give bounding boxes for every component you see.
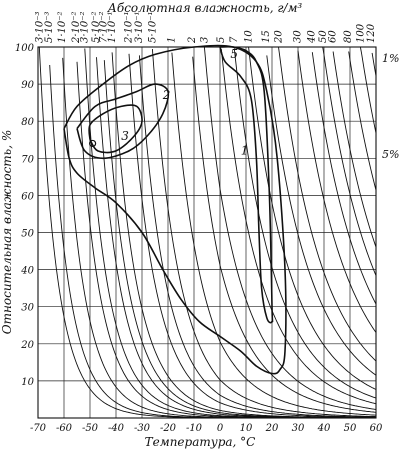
abs-humidity-curve: [322, 46, 377, 276]
x-tick-label: -20: [160, 423, 177, 434]
top-tick-label: 5: [216, 37, 227, 43]
x-tick-label: -60: [56, 423, 73, 434]
abs-humidity-curve: [171, 52, 377, 416]
frequency-contours: [63, 44, 287, 375]
contour-label-3: 3: [121, 129, 129, 143]
y-tick-label: 70: [21, 154, 34, 165]
top-tick-label: 100: [356, 23, 367, 43]
x-tick-label: 30: [292, 423, 305, 434]
top-tick-label: 2·10⁻²: [71, 11, 82, 44]
x-tick-label: -70: [30, 423, 47, 434]
contour-label-5: 5: [230, 47, 238, 61]
top-tick-label: 7·10⁻²: [99, 11, 110, 43]
top-tick-label: 3·10⁻²: [80, 11, 91, 43]
top-axis-ticks: 3·10⁻³5·10⁻³ 1·10⁻² 2·10⁻²3·10⁻² 5·10⁻²7·10…: [34, 11, 377, 44]
abs-humidity-curve: [297, 50, 377, 333]
abs-humidity-curve: [49, 64, 376, 419]
x-tick-label: 0: [217, 423, 224, 434]
top-tick-label: 40: [307, 30, 318, 44]
x-tick-label: 10: [240, 423, 253, 434]
y-tick-label: 60: [21, 191, 34, 202]
x-tick-label: 20: [265, 423, 279, 434]
abs-humidity-curve: [128, 53, 376, 418]
y-tick-label: 100: [15, 43, 35, 54]
y-axis-label: Относительная влажность, %: [0, 130, 14, 334]
abs-humidity-curve: [371, 52, 377, 77]
abs-humidity-curve: [203, 46, 377, 410]
top-tick-label: 50: [318, 30, 329, 43]
top-tick-label: 20: [274, 30, 285, 44]
y-tick-label: 40: [20, 266, 34, 277]
abs-humidity-curve: [103, 60, 376, 419]
top-tick-label: 80: [343, 30, 354, 43]
y-axis-ticks: 10 20 30 40 50 60 70 80 90 100: [15, 43, 35, 388]
contour-label-2: 2: [162, 88, 171, 102]
x-tick-label: -10: [186, 423, 203, 434]
x-tick-label: 60: [370, 423, 383, 434]
x-tick-label: -30: [134, 423, 151, 434]
top-tick-label: 5·10⁻¹: [147, 11, 158, 43]
abs-humidity-curve: [220, 48, 377, 405]
top-tick-label: 3·10⁻¹: [134, 11, 145, 43]
abs-humidity-curve: [138, 55, 376, 418]
abs-humidity-curve: [76, 61, 376, 419]
abs-humidity-curve: [278, 46, 377, 362]
abs-humidity-curve: [332, 51, 377, 248]
x-tick-label: -40: [108, 423, 125, 434]
top-tick-label: 1·10⁻¹: [107, 11, 118, 43]
top-tick-label: 30: [293, 30, 304, 43]
contour-1: [63, 44, 287, 375]
abs-humidity-curve: [151, 48, 377, 418]
abs-humidity-curve: [192, 56, 377, 413]
x-axis-ticks: -70 -60 -50 -40 -30 -20 -10 0 10 20 30 40 50 60: [30, 423, 383, 434]
contour-labels: 1 2 3 5: [121, 47, 248, 157]
abs-humidity-curve: [62, 57, 376, 419]
abs-humidity-curve: [348, 51, 377, 191]
abs-humidity-curve: [311, 52, 377, 305]
abs-humidity-curve: [266, 55, 377, 376]
top-tick-label: 5·10⁻³: [44, 11, 55, 43]
top-tick-label: 2: [187, 37, 198, 44]
y-tick-label: 80: [21, 117, 34, 128]
y-tick-label: 90: [21, 80, 34, 91]
top-tick-label: 60: [328, 30, 339, 43]
abs-humidity-curve: [111, 52, 376, 419]
x-tick-label: -50: [82, 423, 99, 434]
top-tick-label: 10: [244, 30, 255, 43]
y-tick-label: 10: [21, 377, 34, 388]
top-tick-label: 3: [200, 37, 211, 43]
contour-3-marker: [88, 139, 97, 148]
abs-humidity-curve: [359, 46, 377, 134]
contour-3: [88, 104, 143, 154]
top-tick-label: 1: [167, 37, 178, 43]
top-tick-label: 15: [261, 30, 272, 43]
top-tick-label: 1·10⁻²: [57, 11, 68, 43]
top-tick-label: 5·10⁻²: [91, 11, 102, 43]
right-label-1pct: 1%: [382, 52, 399, 65]
y-tick-label: 50: [21, 229, 34, 240]
x-tick-label: 40: [317, 423, 331, 434]
top-tick-label: 3·10⁻³: [34, 11, 45, 43]
y-tick-label: 30: [21, 303, 34, 314]
top-tick-label: 7: [229, 36, 240, 43]
contour-label-1: 1: [241, 144, 249, 158]
x-tick-label: 50: [344, 423, 357, 434]
plot-frame: [37, 46, 377, 419]
contour-5: [219, 45, 274, 324]
top-axis-label: Абсолютная влажность, г/м³: [107, 1, 303, 15]
grid: [38, 47, 376, 418]
y-tick-label: 20: [20, 340, 34, 351]
x-axis-label: Температура, °С: [145, 435, 256, 449]
right-label-5pct: 5%: [382, 148, 399, 161]
contour-2: [76, 83, 170, 160]
top-tick-label: 2·10⁻¹: [124, 11, 135, 44]
top-tick-label: 120: [366, 23, 377, 43]
